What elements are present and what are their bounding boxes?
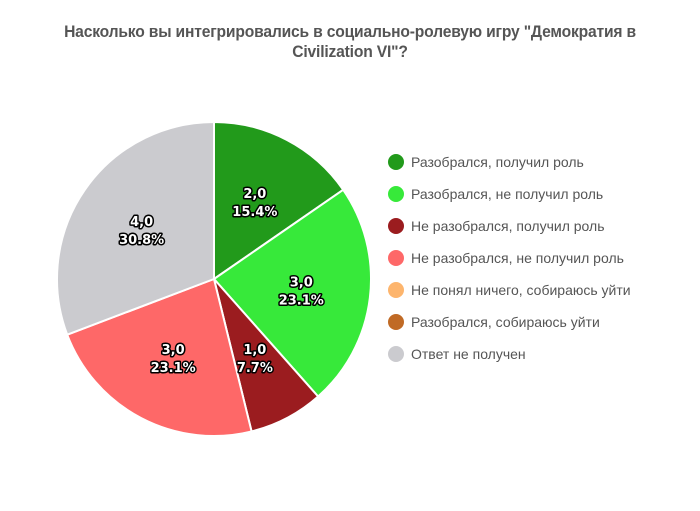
slice-value-label-1: 3,0 bbox=[290, 276, 313, 291]
legend-swatch bbox=[388, 218, 404, 234]
legend-item-5[interactable]: Разобрался, собираюсь уйти bbox=[388, 306, 631, 338]
legend-label: Не разобрался, не получил роль bbox=[411, 250, 624, 266]
legend-swatch bbox=[388, 186, 404, 202]
slice-percent-label-2: 7.7% bbox=[237, 361, 273, 376]
legend-label: Разобрался, не получил роль bbox=[411, 186, 604, 202]
legend-swatch bbox=[388, 154, 404, 170]
legend-item-0[interactable]: Разобрался, получил роль bbox=[388, 146, 631, 178]
chart-title: Насколько вы интегрировались в социально… bbox=[64, 22, 636, 61]
legend-swatch bbox=[388, 314, 404, 330]
pie-slice-0 bbox=[213, 120, 345, 281]
legend-item-4[interactable]: Не понял ничего, собираюсь уйти bbox=[388, 274, 631, 306]
pie-slice-6 bbox=[56, 120, 215, 336]
legend-label: Не разобрался, получил роль bbox=[411, 218, 605, 234]
slice-percent-label-0: 15.4% bbox=[232, 205, 277, 220]
legend-label: Разобрался, собираюсь уйти bbox=[411, 314, 600, 330]
legend-item-3[interactable]: Не разобрался, не получил роль bbox=[388, 242, 631, 274]
legend-swatch bbox=[388, 346, 404, 362]
legend-swatch bbox=[388, 250, 404, 266]
slice-value-label-0: 2,0 bbox=[243, 187, 266, 202]
legend-label: Разобрался, получил роль bbox=[411, 154, 584, 170]
pie-slice-1 bbox=[212, 188, 372, 398]
legend-item-1[interactable]: Разобрался, не получил роль bbox=[388, 178, 631, 210]
slice-value-label-3: 3,0 bbox=[162, 343, 185, 358]
slice-percent-label-3: 23.1% bbox=[151, 361, 196, 376]
slice-value-label-6: 4,0 bbox=[130, 215, 153, 230]
slice-percent-label-6: 30.8% bbox=[119, 233, 164, 248]
legend-item-6[interactable]: Ответ не получен bbox=[388, 338, 631, 370]
legend-label: Не понял ничего, собираюсь уйти bbox=[411, 282, 631, 298]
slice-percent-label-1: 23.1% bbox=[279, 294, 324, 309]
legend: Разобрался, получил роль Разобрался, не п… bbox=[388, 146, 631, 370]
legend-swatch bbox=[388, 282, 404, 298]
legend-item-2[interactable]: Не разобрался, получил роль bbox=[388, 210, 631, 242]
legend-label: Ответ не получен bbox=[411, 346, 526, 362]
slice-value-label-2: 1,0 bbox=[243, 343, 266, 358]
